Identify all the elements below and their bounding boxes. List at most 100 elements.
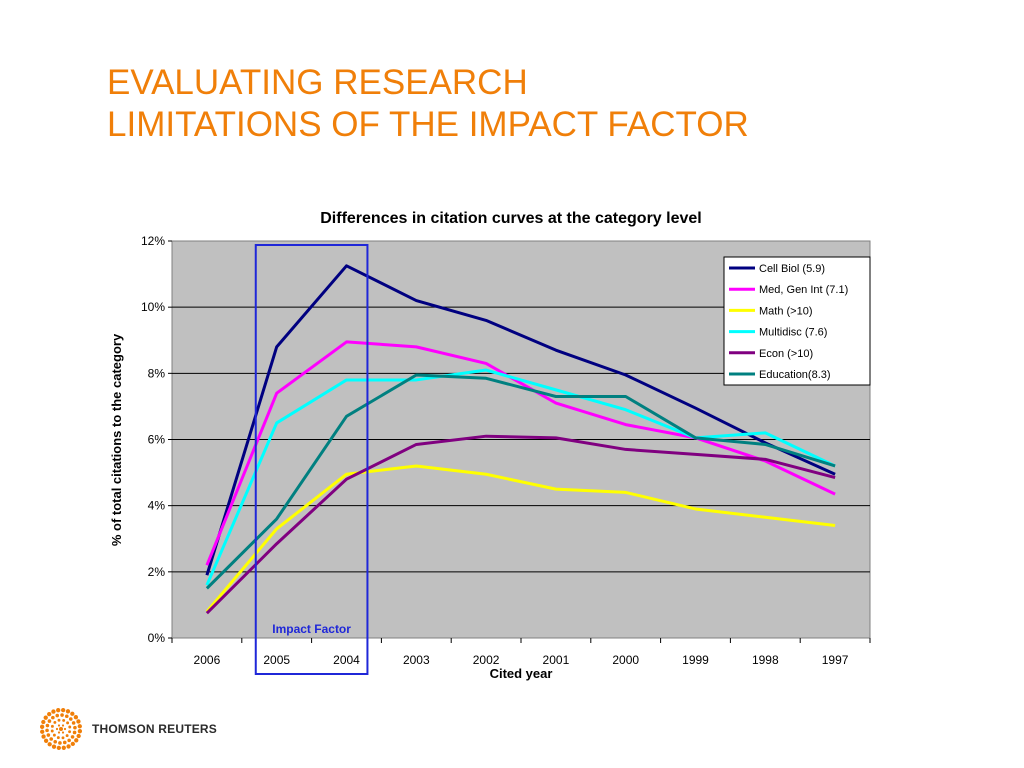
x-tick-label: 2006 — [194, 653, 221, 667]
logo-dot — [66, 744, 71, 749]
y-axis-title: % of total citations to the category — [109, 333, 124, 546]
x-axis-title: Cited year — [490, 666, 553, 681]
logo-dot — [63, 727, 67, 731]
logo-dot — [70, 735, 75, 739]
logo-dot — [68, 730, 72, 734]
y-tick-label: 6% — [148, 433, 166, 447]
logo-dot — [55, 713, 60, 718]
logo-dot — [64, 714, 69, 719]
legend-label: Math (>10) — [759, 305, 813, 317]
x-tick-label: 1998 — [752, 653, 779, 667]
logo-dot — [74, 738, 79, 743]
series-line — [205, 434, 836, 615]
impact-factor-label: Impact Factor — [272, 622, 351, 636]
logo-dot — [65, 709, 71, 714]
logo-dot — [67, 738, 71, 743]
x-tick-label: 1997 — [822, 653, 849, 667]
series-line — [205, 264, 836, 576]
logo-dot — [47, 742, 52, 747]
legend-label: Med, Gen Int (7.1) — [759, 284, 848, 296]
series-line — [205, 373, 836, 590]
logo-dot — [41, 734, 46, 739]
logo-dot — [40, 729, 45, 734]
y-axis-ticks: 0% 2% 4% 6% 8% 10% 12% — [141, 234, 172, 645]
logo-dot — [58, 741, 62, 745]
chart-legend: Cell Biol (5.9) Med, Gen Int (7.1) Math (>… — [723, 256, 871, 386]
logo-dot — [51, 715, 55, 720]
logo-dot — [68, 725, 72, 729]
logo-dot — [51, 709, 56, 714]
citation-curves-chart: Differences in citation curves at the ca… — [109, 210, 871, 681]
slide-title-line2: LIMITATIONS OF THE IMPACT FACTOR — [107, 105, 749, 144]
logo-dot — [50, 724, 54, 728]
x-tick-label: 2001 — [543, 653, 570, 667]
logo-dot — [40, 724, 45, 729]
logo-dot — [73, 725, 77, 730]
logo-dot — [52, 733, 56, 737]
logo-dot — [56, 745, 61, 750]
x-axis-ticks: 2006 2005 2004 2003 2002 2001 2000 1999 1998 1997 — [171, 638, 871, 667]
legend-label: Cell Biol (5.9) — [759, 263, 825, 275]
logo-dot — [77, 729, 82, 734]
logo-dot — [50, 729, 54, 733]
logo-dot — [49, 737, 54, 741]
logo-dot — [61, 745, 66, 750]
logo-dot — [60, 713, 64, 717]
logo-dot — [43, 715, 48, 720]
legend-label: Econ (>10) — [759, 348, 813, 360]
logo-dot — [62, 740, 67, 745]
logo-dot — [41, 719, 46, 725]
logo-dot — [76, 719, 81, 724]
y-tick-label: 2% — [148, 565, 166, 579]
logo-dot — [76, 733, 81, 739]
logo-dot — [59, 727, 63, 731]
logo-dot — [45, 723, 50, 728]
logo-dot — [56, 708, 61, 713]
chart-title: Differences in citation curves at the ca… — [320, 210, 701, 227]
slide-title-line1: EVALUATING RESEARCH — [107, 63, 528, 102]
series-line — [205, 464, 836, 613]
logo-dot — [45, 728, 49, 733]
logo-dot — [47, 719, 52, 723]
thomson-reuters-logo: THOMSON REUTERS — [40, 708, 217, 750]
y-tick-label: 8% — [148, 366, 166, 380]
logo-dot — [61, 708, 66, 713]
logo-dot — [61, 731, 65, 734]
logo-dot — [70, 741, 75, 747]
logo-dot — [73, 715, 79, 720]
logo-dot — [46, 733, 51, 737]
logo-dot — [71, 721, 76, 725]
x-tick-label: 2003 — [403, 653, 430, 667]
thomson-reuters-dots-icon — [40, 708, 82, 750]
y-tick-label: 4% — [148, 499, 166, 513]
legend-box — [723, 256, 871, 386]
logo-dot — [65, 734, 69, 738]
logo-dot — [70, 711, 75, 716]
logo-dot — [56, 736, 60, 740]
y-tick-label: 0% — [148, 631, 166, 645]
y-tick-label: 12% — [141, 234, 165, 248]
slide-title: EVALUATING RESEARCH LIMITATIONS OF THE I… — [107, 62, 749, 146]
logo-dot — [51, 744, 57, 749]
brand-name: THOMSON REUTERS — [92, 722, 218, 736]
logo-dot — [61, 736, 65, 740]
legend-label: Education(8.3) — [759, 369, 831, 381]
logo-dot — [66, 721, 70, 725]
logo-dot — [57, 718, 61, 722]
series-lines — [205, 264, 836, 615]
x-tick-label: 2002 — [473, 653, 500, 667]
series-line — [205, 340, 836, 566]
series-line — [205, 368, 836, 586]
logo-dot — [43, 738, 49, 743]
logo-dot — [57, 731, 61, 734]
logo-dot — [68, 717, 73, 721]
logo-dot — [72, 730, 77, 735]
x-tick-label: 2004 — [333, 653, 360, 667]
y-tick-label: 10% — [141, 300, 165, 314]
impact-factor-highlight-box — [254, 244, 369, 675]
legend-label: Multidisc (7.6) — [759, 327, 827, 339]
logo-dot — [53, 739, 58, 744]
x-tick-label: 1999 — [682, 653, 709, 667]
logo-dot — [61, 724, 65, 727]
logo-dot — [47, 711, 52, 717]
